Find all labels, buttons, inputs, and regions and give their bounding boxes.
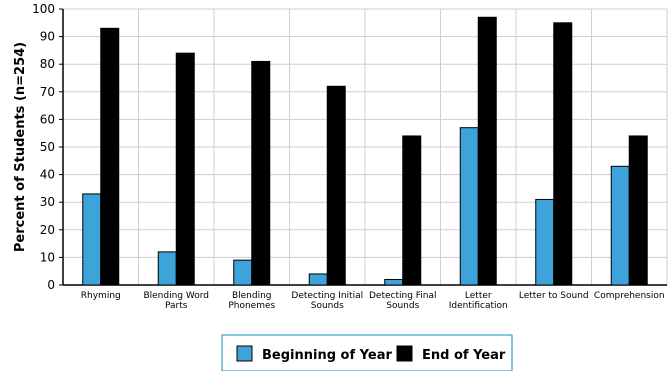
y-tick-label: 50 — [40, 140, 55, 154]
y-tick-label: 30 — [40, 195, 55, 209]
y-tick-label: 40 — [40, 168, 55, 182]
bar-end-of-year — [251, 60, 271, 286]
x-category-label: Sounds — [311, 301, 344, 311]
bar-beginning-of-year — [610, 165, 630, 286]
bar-end-of-year — [175, 52, 195, 286]
bar-beginning-of-year — [459, 127, 479, 286]
x-category-label: Identification — [449, 301, 508, 311]
y-tick-label: 80 — [40, 57, 55, 71]
y-tick-label: 10 — [40, 250, 55, 264]
legend: Beginning of Year End of Year — [221, 334, 513, 371]
x-category-label: Rhyming — [81, 291, 121, 301]
legend-box — [221, 334, 513, 371]
bar-end-of-year — [100, 27, 120, 286]
legend-label: End of Year — [422, 348, 506, 363]
x-category-label: Letter — [465, 291, 492, 301]
x-category-label: Detecting Initial — [291, 291, 363, 301]
y-axis-label: Percent of Students (n=254) — [13, 42, 28, 252]
x-category-label: Comprehension — [594, 291, 665, 301]
x-category-label: Letter to Sound — [519, 291, 589, 301]
legend-label: Beginning of Year — [262, 348, 392, 363]
x-category-label: Blending Word — [143, 291, 209, 301]
y-tick-label: 60 — [40, 112, 55, 126]
bar-beginning-of-year — [384, 278, 404, 286]
bar-end-of-year — [402, 135, 422, 286]
bar-end-of-year — [477, 16, 497, 286]
x-category-label: Phonemes — [228, 301, 275, 311]
y-tick-label: 70 — [40, 85, 55, 99]
legend-swatch — [236, 345, 253, 362]
x-category-label: Detecting Final — [369, 291, 437, 301]
bar-beginning-of-year — [157, 251, 177, 286]
y-tick-label: 90 — [40, 30, 55, 44]
bar-beginning-of-year — [82, 193, 102, 286]
bar-beginning-of-year — [535, 198, 555, 286]
y-tick-label: 100 — [32, 2, 55, 16]
x-category-label: Blending — [232, 291, 272, 301]
bar-end-of-year — [628, 135, 648, 286]
x-category-label: Parts — [165, 301, 188, 311]
bar-end-of-year — [326, 85, 346, 286]
plot-area: 0 10 20 30 40 50 60 70 80 90 100 — [32, 2, 668, 292]
bar-end-of-year — [553, 22, 573, 286]
legend-swatch — [396, 345, 413, 362]
x-category-label: Sounds — [386, 301, 419, 311]
bar-beginning-of-year — [233, 259, 253, 286]
y-tick-label: 20 — [40, 223, 55, 237]
y-tick-label: 0 — [47, 278, 55, 292]
bar-beginning-of-year — [308, 273, 328, 286]
